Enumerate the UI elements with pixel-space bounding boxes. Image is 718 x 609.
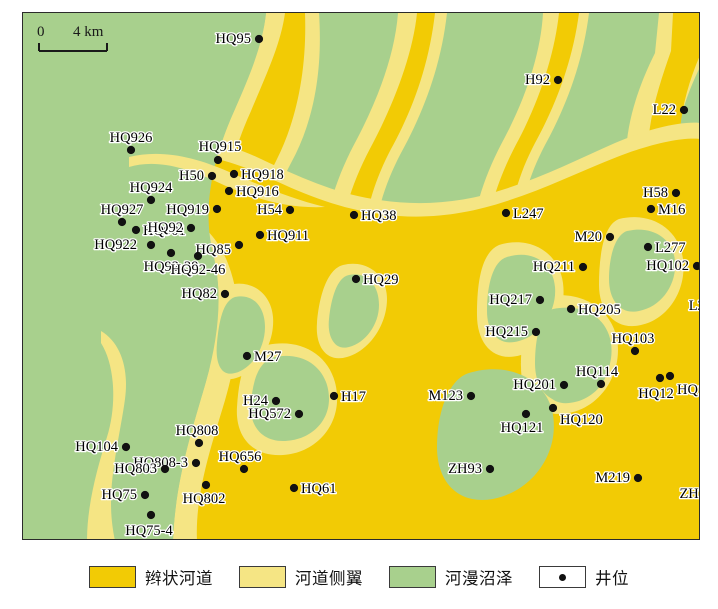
lower-left-flank: [87, 331, 126, 539]
well-symbol-box: [539, 566, 586, 588]
lower-left-swamp: [23, 302, 111, 539]
legend-label: 河漫沼泽: [445, 569, 513, 588]
legend-item-braided-channel: 辫状河道: [89, 565, 213, 589]
legend-swatch-channel-flank: [239, 566, 286, 588]
legend-swatch-braided-channel: [89, 566, 136, 588]
swamp-cores: [23, 229, 676, 500]
legend-item-floodplain-swamp: 河漫沼泽: [389, 565, 513, 589]
left-flank-detail: [129, 153, 325, 208]
facies-map: 0 4 km HQ95 H92 L22 HQ926 HQ915 HQ918 H50 HQ916…: [22, 12, 700, 540]
legend-item-channel-flank: 河道侧翼: [239, 565, 363, 589]
legend-label: 井位: [595, 569, 629, 588]
legend-label: 河道侧翼: [295, 569, 363, 588]
legend-item-well-location: 井位: [539, 565, 629, 589]
legend-swatch-floodplain-swamp: [389, 566, 436, 588]
geology-layer: [23, 13, 699, 539]
well-dot-icon: [559, 573, 566, 581]
map-legend: 辫状河道 河道侧翼 河漫沼泽 井位: [0, 548, 718, 606]
legend-label: 辫状河道: [145, 569, 213, 588]
